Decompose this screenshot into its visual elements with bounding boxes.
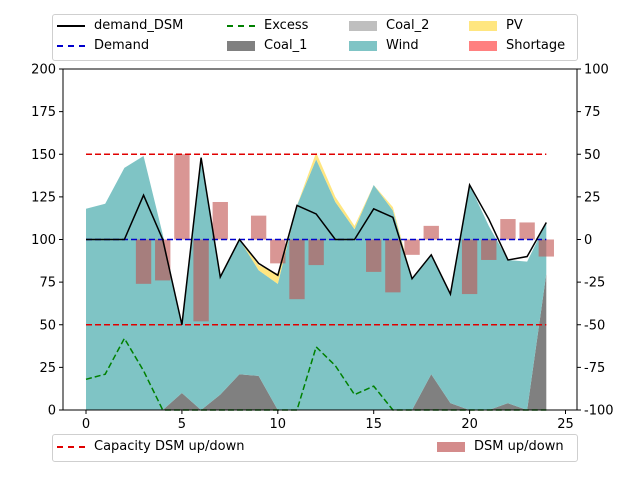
x-tick-label: 15 — [365, 417, 382, 432]
legend-label: DSM up/down — [474, 439, 564, 454]
legend-swatch — [227, 40, 255, 51]
area-wind — [86, 155, 547, 410]
x-tick-label: 20 — [461, 417, 478, 432]
legend-label: demand_DSM — [94, 18, 184, 33]
legend-item-capacity-dsm: Capacity DSM up/down — [57, 439, 245, 454]
dsm-bar — [212, 201, 228, 240]
legend-label: Coal_2 — [386, 18, 430, 33]
dsm-bar — [174, 154, 190, 240]
x-tick-label: 5 — [178, 417, 186, 432]
y2-tick-label: 25 — [584, 190, 601, 205]
y-tick-label: 50 — [39, 318, 56, 333]
y2-tick-label: 0 — [584, 233, 592, 248]
dsm-bar — [385, 239, 401, 293]
dsm-bar — [500, 219, 516, 240]
y-tick-label: 25 — [39, 361, 56, 376]
dsm-bar — [308, 239, 324, 266]
y-tick-label: 125 — [31, 190, 56, 205]
demand-dsm-line — [86, 157, 547, 325]
y2-tick-label: -25 — [584, 276, 605, 291]
y-axis-left: 0 25 50 75 100 125 150 175 200 — [31, 63, 63, 419]
x-tick-label: 25 — [557, 417, 574, 432]
legend-item-dsm-up-down: DSM up/down — [437, 439, 564, 454]
stacked-areas — [86, 152, 547, 410]
dsm-bars — [135, 154, 554, 322]
legend-swatch — [437, 441, 465, 452]
legend-item-wind: Wind — [349, 38, 419, 53]
area-coal-1 — [86, 273, 547, 410]
legend-label: PV — [506, 18, 523, 33]
y-tick-label: 0 — [48, 404, 56, 419]
legend-label: Excess — [264, 18, 309, 33]
legend-swatch — [349, 20, 377, 31]
legend-swatch — [227, 24, 255, 27]
dsm-bar — [250, 215, 267, 240]
legend-item-demand: Demand — [57, 38, 149, 53]
y-tick-label: 150 — [31, 148, 56, 163]
dsm-bar — [538, 239, 554, 257]
y2-tick-label: 75 — [584, 105, 601, 120]
dsm-bar — [404, 239, 420, 255]
legend-label: Wind — [386, 38, 419, 53]
legend-swatch — [57, 24, 85, 27]
legend-label: Demand — [94, 38, 150, 53]
y-tick-label: 75 — [39, 276, 56, 291]
y2-tick-label: 50 — [584, 148, 601, 163]
legend-item-coal-2: Coal_2 — [349, 18, 429, 33]
legend-swatch — [469, 40, 497, 51]
legend-swatch — [57, 445, 85, 448]
x-tick-label: 10 — [270, 417, 287, 432]
dsm-bar — [366, 239, 382, 272]
legend-swatch — [57, 44, 85, 47]
legend-label: Coal_1 — [264, 38, 308, 53]
x-tick-label: 0 — [82, 417, 90, 432]
legend-item-shortage: Shortage — [469, 38, 565, 53]
dsm-bar — [481, 239, 497, 260]
y-axis-right: -100 -75 -50 -25 0 25 50 75 100 — [577, 63, 614, 419]
dsm-bar — [193, 239, 209, 322]
dsm-bar — [289, 239, 305, 300]
x-axis: 0 5 10 15 20 25 — [82, 410, 574, 432]
legend-label: Shortage — [506, 38, 566, 53]
legend-item-demand-dsm: demand_DSM — [57, 18, 183, 33]
legend-bottom: Capacity DSM up/down DSM up/down — [52, 434, 578, 462]
legend-label: Capacity DSM up/down — [94, 439, 245, 454]
legend-item-coal-1: Coal_1 — [227, 38, 307, 53]
dsm-bar — [155, 239, 171, 281]
dsm-bar — [461, 239, 478, 295]
y2-tick-label: -50 — [584, 318, 605, 333]
legend-item-pv: PV — [469, 18, 523, 33]
y-tick-label: 175 — [31, 105, 56, 120]
dsm-bar — [423, 225, 439, 240]
legend-item-excess: Excess — [227, 18, 308, 33]
dsm-bar — [135, 239, 152, 284]
dsm-bar — [270, 239, 286, 264]
y2-tick-label: -100 — [584, 404, 614, 419]
legend-swatch — [349, 40, 377, 51]
y-tick-label: 100 — [31, 233, 56, 248]
legend-top: demand_DSM Demand Excess Coal_1 Coal_2 Wind PV… — [52, 14, 578, 61]
legend-swatch — [469, 20, 497, 31]
dsm-bar — [519, 222, 535, 240]
y2-tick-label: 100 — [584, 63, 609, 78]
y-tick-label: 200 — [31, 63, 56, 78]
y2-tick-label: -75 — [584, 361, 605, 376]
